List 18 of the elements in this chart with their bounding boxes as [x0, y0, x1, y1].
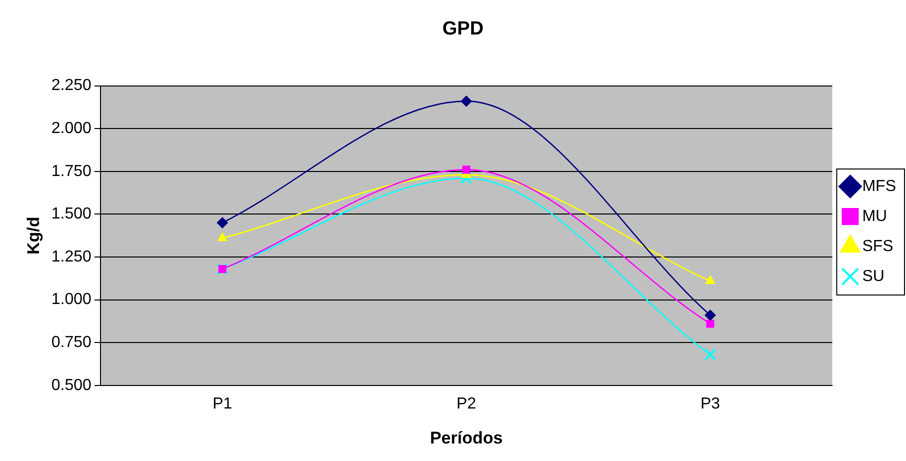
- y-tick-label: 0.500: [51, 376, 92, 394]
- y-tick-label: 2.250: [51, 77, 92, 94]
- x-axis-title: Períodos: [430, 428, 503, 448]
- y-tick-label: 1.750: [51, 162, 92, 180]
- y-tick-label: 2.000: [51, 120, 92, 138]
- chart-title: GPD: [442, 18, 484, 40]
- legend-label: SFS: [862, 238, 894, 255]
- x-tick-label: P2: [456, 395, 476, 412]
- y-tick-label: 0.750: [51, 334, 92, 352]
- x-tick-label: P3: [700, 395, 720, 412]
- legend-label: MU: [862, 208, 888, 225]
- x-tick-label: P1: [212, 395, 232, 412]
- legend-label: MFS: [862, 178, 896, 195]
- y-tick-label: 1.250: [51, 248, 92, 266]
- y-tick-label: 1.500: [51, 206, 92, 223]
- legend-label: SU: [862, 268, 884, 285]
- y-tick-label: 1.000: [51, 291, 92, 308]
- y-axis-title: Kg/d: [24, 216, 43, 254]
